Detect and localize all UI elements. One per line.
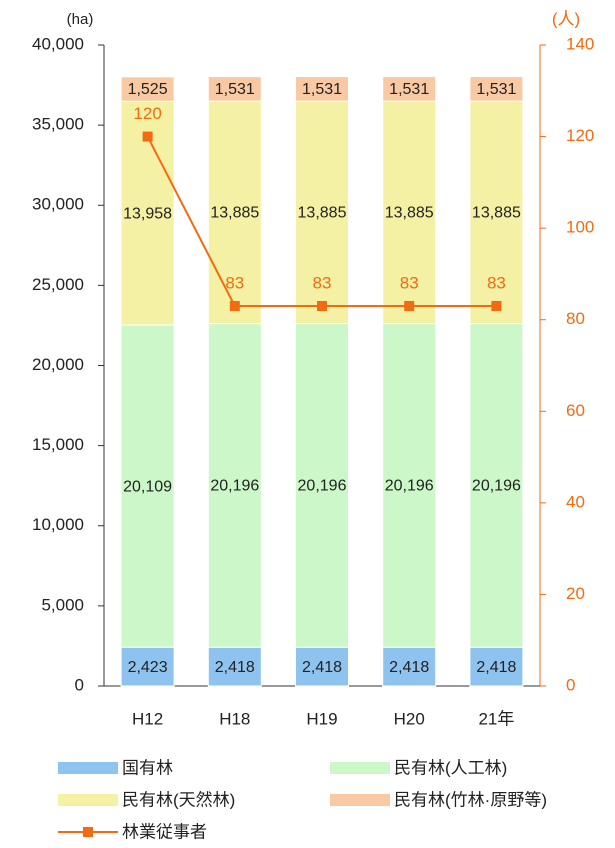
- legend-label: 国有林: [122, 758, 173, 777]
- data-label: 1,531: [215, 81, 255, 98]
- legend-swatch: [330, 794, 390, 806]
- bar-segment: [295, 100, 349, 325]
- y2-tick-label: 20: [566, 584, 585, 603]
- y2-tick-label: 0: [566, 675, 575, 694]
- legend-label: 民有林(竹林·原野等): [394, 790, 547, 809]
- legend-marker: [83, 827, 93, 837]
- data-label: 2,418: [476, 659, 516, 676]
- y-tick-label: 15,000: [32, 435, 84, 454]
- y2-tick-label: 120: [566, 126, 594, 145]
- bar-segment: [382, 646, 437, 687]
- y2-tick-label: 40: [566, 492, 585, 511]
- data-label: 2,418: [215, 659, 255, 676]
- x-tick-label: 21年: [478, 709, 514, 728]
- y-tick-label: 10,000: [32, 515, 84, 534]
- legend-label: 林業従事者: [122, 822, 207, 841]
- data-label: 13,885: [210, 205, 259, 222]
- data-label: 1,531: [389, 81, 429, 98]
- x-tick-label: H18: [219, 709, 250, 728]
- data-label: 20,196: [385, 478, 434, 495]
- x-tick-label: H20: [394, 709, 425, 728]
- x-tick-label: H12: [132, 709, 163, 728]
- data-label: 1,525: [128, 81, 168, 98]
- legend-label: 民有林(天然林): [122, 790, 235, 809]
- data-label: 13,885: [298, 205, 347, 222]
- line-marker: [491, 300, 502, 311]
- data-label: 20,196: [298, 478, 347, 495]
- y-tick-label: 30,000: [32, 195, 84, 214]
- bar-segment: [382, 76, 437, 102]
- bar-segment: [207, 76, 262, 102]
- y2-tick-label: 100: [566, 218, 594, 237]
- x-tick-label: H19: [306, 709, 337, 728]
- line-marker: [229, 300, 240, 311]
- y-unit: (ha): [67, 11, 94, 28]
- data-label: 1,531: [302, 81, 342, 98]
- y2-tick-label: 140: [566, 34, 594, 53]
- y-tick-label: 5,000: [41, 595, 84, 614]
- bar-segment: [295, 646, 349, 687]
- data-label: 2,423: [128, 659, 168, 676]
- data-label: 2,418: [389, 659, 429, 676]
- y-tick-label: 35,000: [32, 115, 84, 134]
- line-data-label: 83: [400, 273, 419, 292]
- legend-label: 民有林(人工林): [394, 758, 507, 777]
- bar-segment: [295, 323, 349, 648]
- bar-segment: [120, 76, 175, 102]
- line-marker: [142, 131, 153, 142]
- bar-segment: [469, 76, 524, 102]
- line-data-label: 83: [313, 273, 332, 292]
- line-data-label: 120: [133, 104, 161, 123]
- bar-segment: [382, 323, 437, 648]
- data-label: 13,885: [385, 205, 434, 222]
- bar-segment: [207, 323, 262, 648]
- y2-tick-label: 80: [566, 309, 585, 328]
- y-tick-label: 40,000: [32, 34, 84, 53]
- bar-segment: [469, 100, 524, 325]
- data-label: 20,196: [210, 478, 259, 495]
- bar-segment: [120, 324, 175, 648]
- data-label: 13,958: [123, 205, 172, 222]
- bar-segment: [382, 100, 437, 325]
- y-tick-label: 0: [75, 675, 84, 694]
- bar-segment: [469, 323, 524, 648]
- bar-segment: [469, 646, 524, 687]
- data-label: 20,196: [472, 478, 521, 495]
- legend-swatch: [330, 762, 390, 774]
- data-label: 2,418: [302, 659, 342, 676]
- legend-swatch: [58, 794, 118, 806]
- data-label: 13,885: [472, 205, 521, 222]
- line-data-label: 83: [487, 273, 506, 292]
- y2-unit: (人): [552, 9, 580, 28]
- bar-segment: [207, 646, 262, 687]
- line-marker: [404, 300, 415, 311]
- bar-segment: [120, 646, 175, 687]
- bar-segment: [207, 100, 262, 325]
- line-marker: [317, 300, 327, 311]
- data-label: 1,531: [476, 81, 516, 98]
- y-tick-label: 25,000: [32, 275, 84, 294]
- data-label: 20,109: [123, 478, 172, 495]
- bar-segment: [295, 76, 349, 102]
- y-tick-label: 20,000: [32, 355, 84, 374]
- y2-tick-label: 60: [566, 401, 585, 420]
- line-data-label: 83: [225, 273, 244, 292]
- legend-swatch: [58, 762, 118, 774]
